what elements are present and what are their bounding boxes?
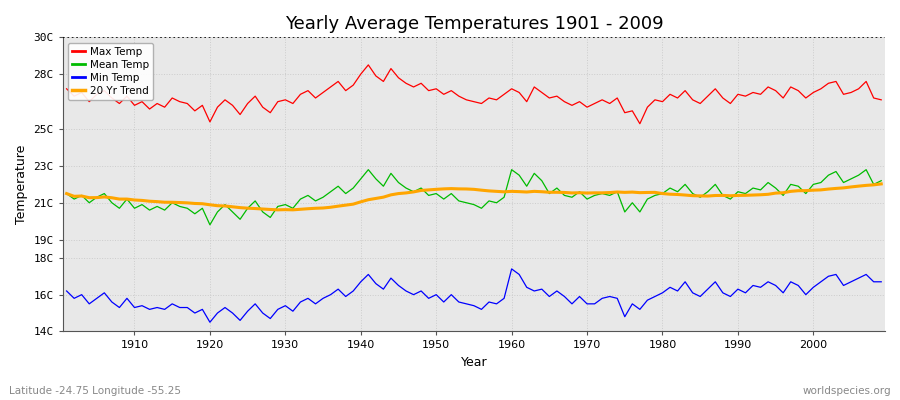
X-axis label: Year: Year (461, 356, 487, 369)
Y-axis label: Temperature: Temperature (15, 145, 28, 224)
Title: Yearly Average Temperatures 1901 - 2009: Yearly Average Temperatures 1901 - 2009 (284, 15, 663, 33)
Legend: Max Temp, Mean Temp, Min Temp, 20 Yr Trend: Max Temp, Mean Temp, Min Temp, 20 Yr Tre… (68, 42, 153, 100)
Text: Latitude -24.75 Longitude -55.25: Latitude -24.75 Longitude -55.25 (9, 386, 181, 396)
Text: worldspecies.org: worldspecies.org (803, 386, 891, 396)
